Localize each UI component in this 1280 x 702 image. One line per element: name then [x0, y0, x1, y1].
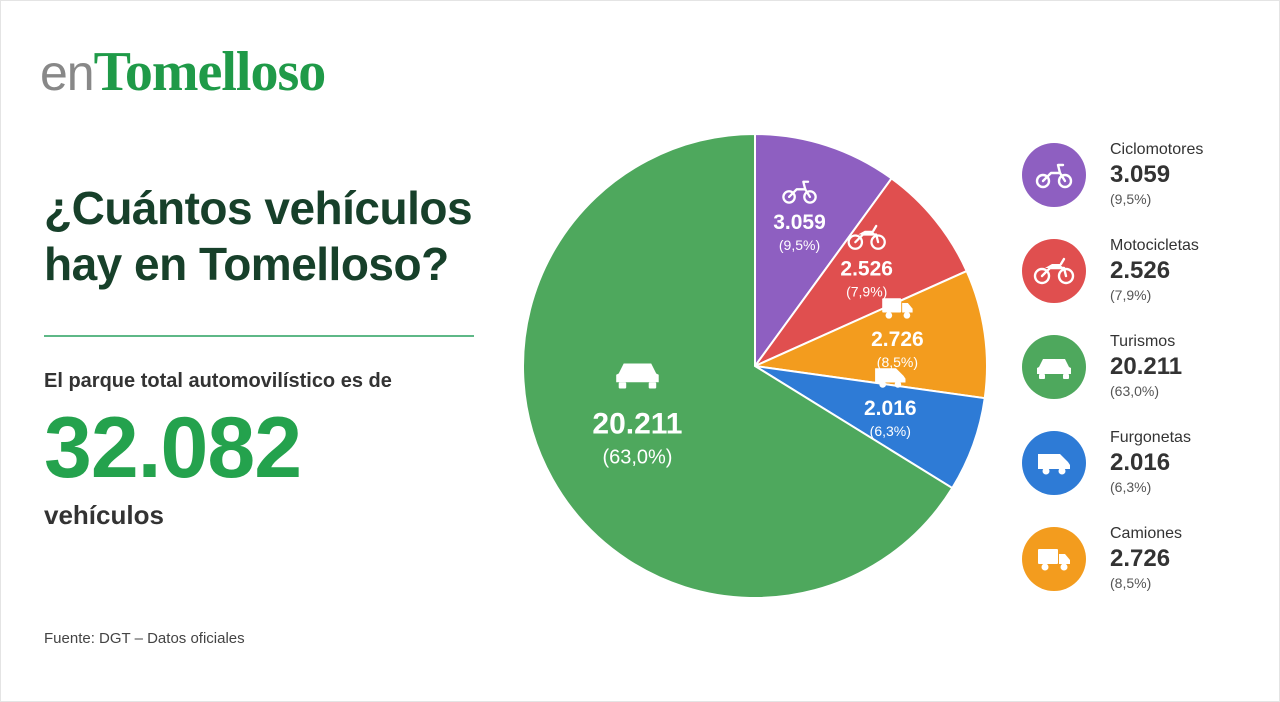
legend-name: Motocicletas — [1110, 237, 1199, 254]
pie-slice-icon-group — [616, 363, 659, 389]
legend-value: 3.059 — [1110, 161, 1171, 188]
legend-value: 2.726 — [1110, 545, 1171, 572]
legend: Ciclomotores 3.059 (9,5%) Motocicletas 2.526… — [1022, 140, 1262, 620]
legend-name: Furgonetas — [1110, 429, 1191, 446]
legend-percent: (7,9%) — [1110, 287, 1152, 303]
pie-slice-icon-group — [875, 368, 906, 388]
brand-prefix: en — [40, 45, 95, 101]
pie-slice-icon-group — [847, 224, 886, 250]
legend-badge — [1022, 335, 1086, 399]
car-icon — [616, 363, 659, 389]
legend-text: Furgonetas 2.016 (6,3%) — [1110, 428, 1191, 496]
moped-icon — [1035, 163, 1073, 189]
pie-slice-percent-label: (63,0%) — [602, 447, 672, 469]
legend-text: Turismos 20.211 (63,0%) — [1110, 332, 1182, 400]
divider — [44, 335, 474, 337]
legend-item-ciclomotores: Ciclomotores 3.059 (9,5%) — [1022, 140, 1262, 236]
brand-name: Tomelloso — [93, 41, 327, 103]
legend-text: Motocicletas 2.526 (7,9%) — [1110, 236, 1199, 304]
truck-icon — [1038, 549, 1070, 571]
legend-name: Camiones — [1110, 525, 1183, 542]
legend-name: Turismos — [1110, 333, 1176, 350]
legend-item-turismos: Turismos 20.211 (63,0%) — [1022, 332, 1262, 428]
legend-item-camiones: Camiones 2.726 (8,5%) — [1022, 524, 1262, 620]
moped-icon — [782, 180, 817, 204]
source-note: Fuente: DGT – Datos oficiales — [44, 630, 245, 647]
headline-line-2: hay en Tomelloso? — [44, 238, 449, 290]
pie-slice-turismos — [522, 132, 954, 599]
van-icon — [1038, 454, 1070, 475]
legend-value: 20.211 — [1110, 353, 1183, 380]
pie-slice-camiones — [751, 269, 988, 400]
legend-percent: (63,0%) — [1110, 383, 1160, 399]
pie-slice-value-label: 2.726 — [871, 328, 924, 351]
pie-chart: 3.059 (9,5%) 2.526 (7,9%) 2.726 (8,5%) 2.016 (6… — [522, 132, 988, 599]
legend-badge — [1022, 431, 1086, 495]
headline: ¿Cuántos vehículos hay en Tomelloso? — [44, 180, 514, 292]
car-icon — [1037, 359, 1071, 379]
legend-percent: (9,5%) — [1110, 191, 1152, 207]
legend-badge — [1022, 143, 1086, 207]
van-icon — [875, 368, 906, 388]
pie-slice-percent-label: (8,5%) — [877, 354, 918, 370]
van-icon — [1038, 454, 1070, 475]
total-unit: vehículos — [44, 500, 164, 530]
truck-icon — [1038, 549, 1070, 571]
legend-item-furgonetas: Furgonetas 2.016 (6,3%) — [1022, 428, 1262, 524]
motorcycle-icon — [1033, 257, 1075, 285]
pie-slice-icon-group — [882, 298, 913, 319]
moped-icon — [1035, 163, 1073, 189]
pie-slice-motocicletas — [751, 177, 968, 369]
legend-item-motocicletas: Motocicletas 2.526 (7,9%) — [1022, 236, 1262, 332]
total-label: El parque total automovilístico es de — [44, 370, 392, 392]
headline-line-1: ¿Cuántos vehículos — [44, 182, 473, 234]
legend-name: Ciclomotores — [1110, 141, 1204, 158]
motorcycle-icon — [847, 224, 886, 250]
legend-percent: (8,5%) — [1110, 575, 1152, 591]
pie-slice-percent-label: (7,9%) — [846, 283, 887, 299]
pie-slice-value-label: 20.211 — [592, 408, 682, 441]
motorcycle-icon — [1033, 257, 1075, 285]
pie-slice-value-label: 2.016 — [864, 397, 917, 420]
legend-value: 2.016 — [1110, 449, 1171, 476]
pie-slice-percent-label: (9,5%) — [779, 237, 820, 253]
pie-slice-value-label: 3.059 — [773, 211, 826, 234]
legend-text: Ciclomotores 3.059 (9,5%) — [1110, 140, 1203, 208]
pie-slice-percent-label: (6,3%) — [870, 423, 911, 439]
legend-badge — [1022, 527, 1086, 591]
legend-percent: (6,3%) — [1110, 479, 1152, 495]
legend-text: Camiones 2.726 (8,5%) — [1110, 524, 1182, 592]
brand-logo: enTomelloso — [40, 40, 327, 110]
truck-icon — [882, 298, 913, 319]
car-icon — [1037, 359, 1071, 379]
pie-slice-value-label: 2.526 — [840, 257, 893, 280]
total-number: 32.082 — [44, 400, 302, 496]
pie-slice-icon-group — [782, 180, 817, 204]
legend-value: 2.526 — [1110, 257, 1171, 284]
legend-badge — [1022, 239, 1086, 303]
